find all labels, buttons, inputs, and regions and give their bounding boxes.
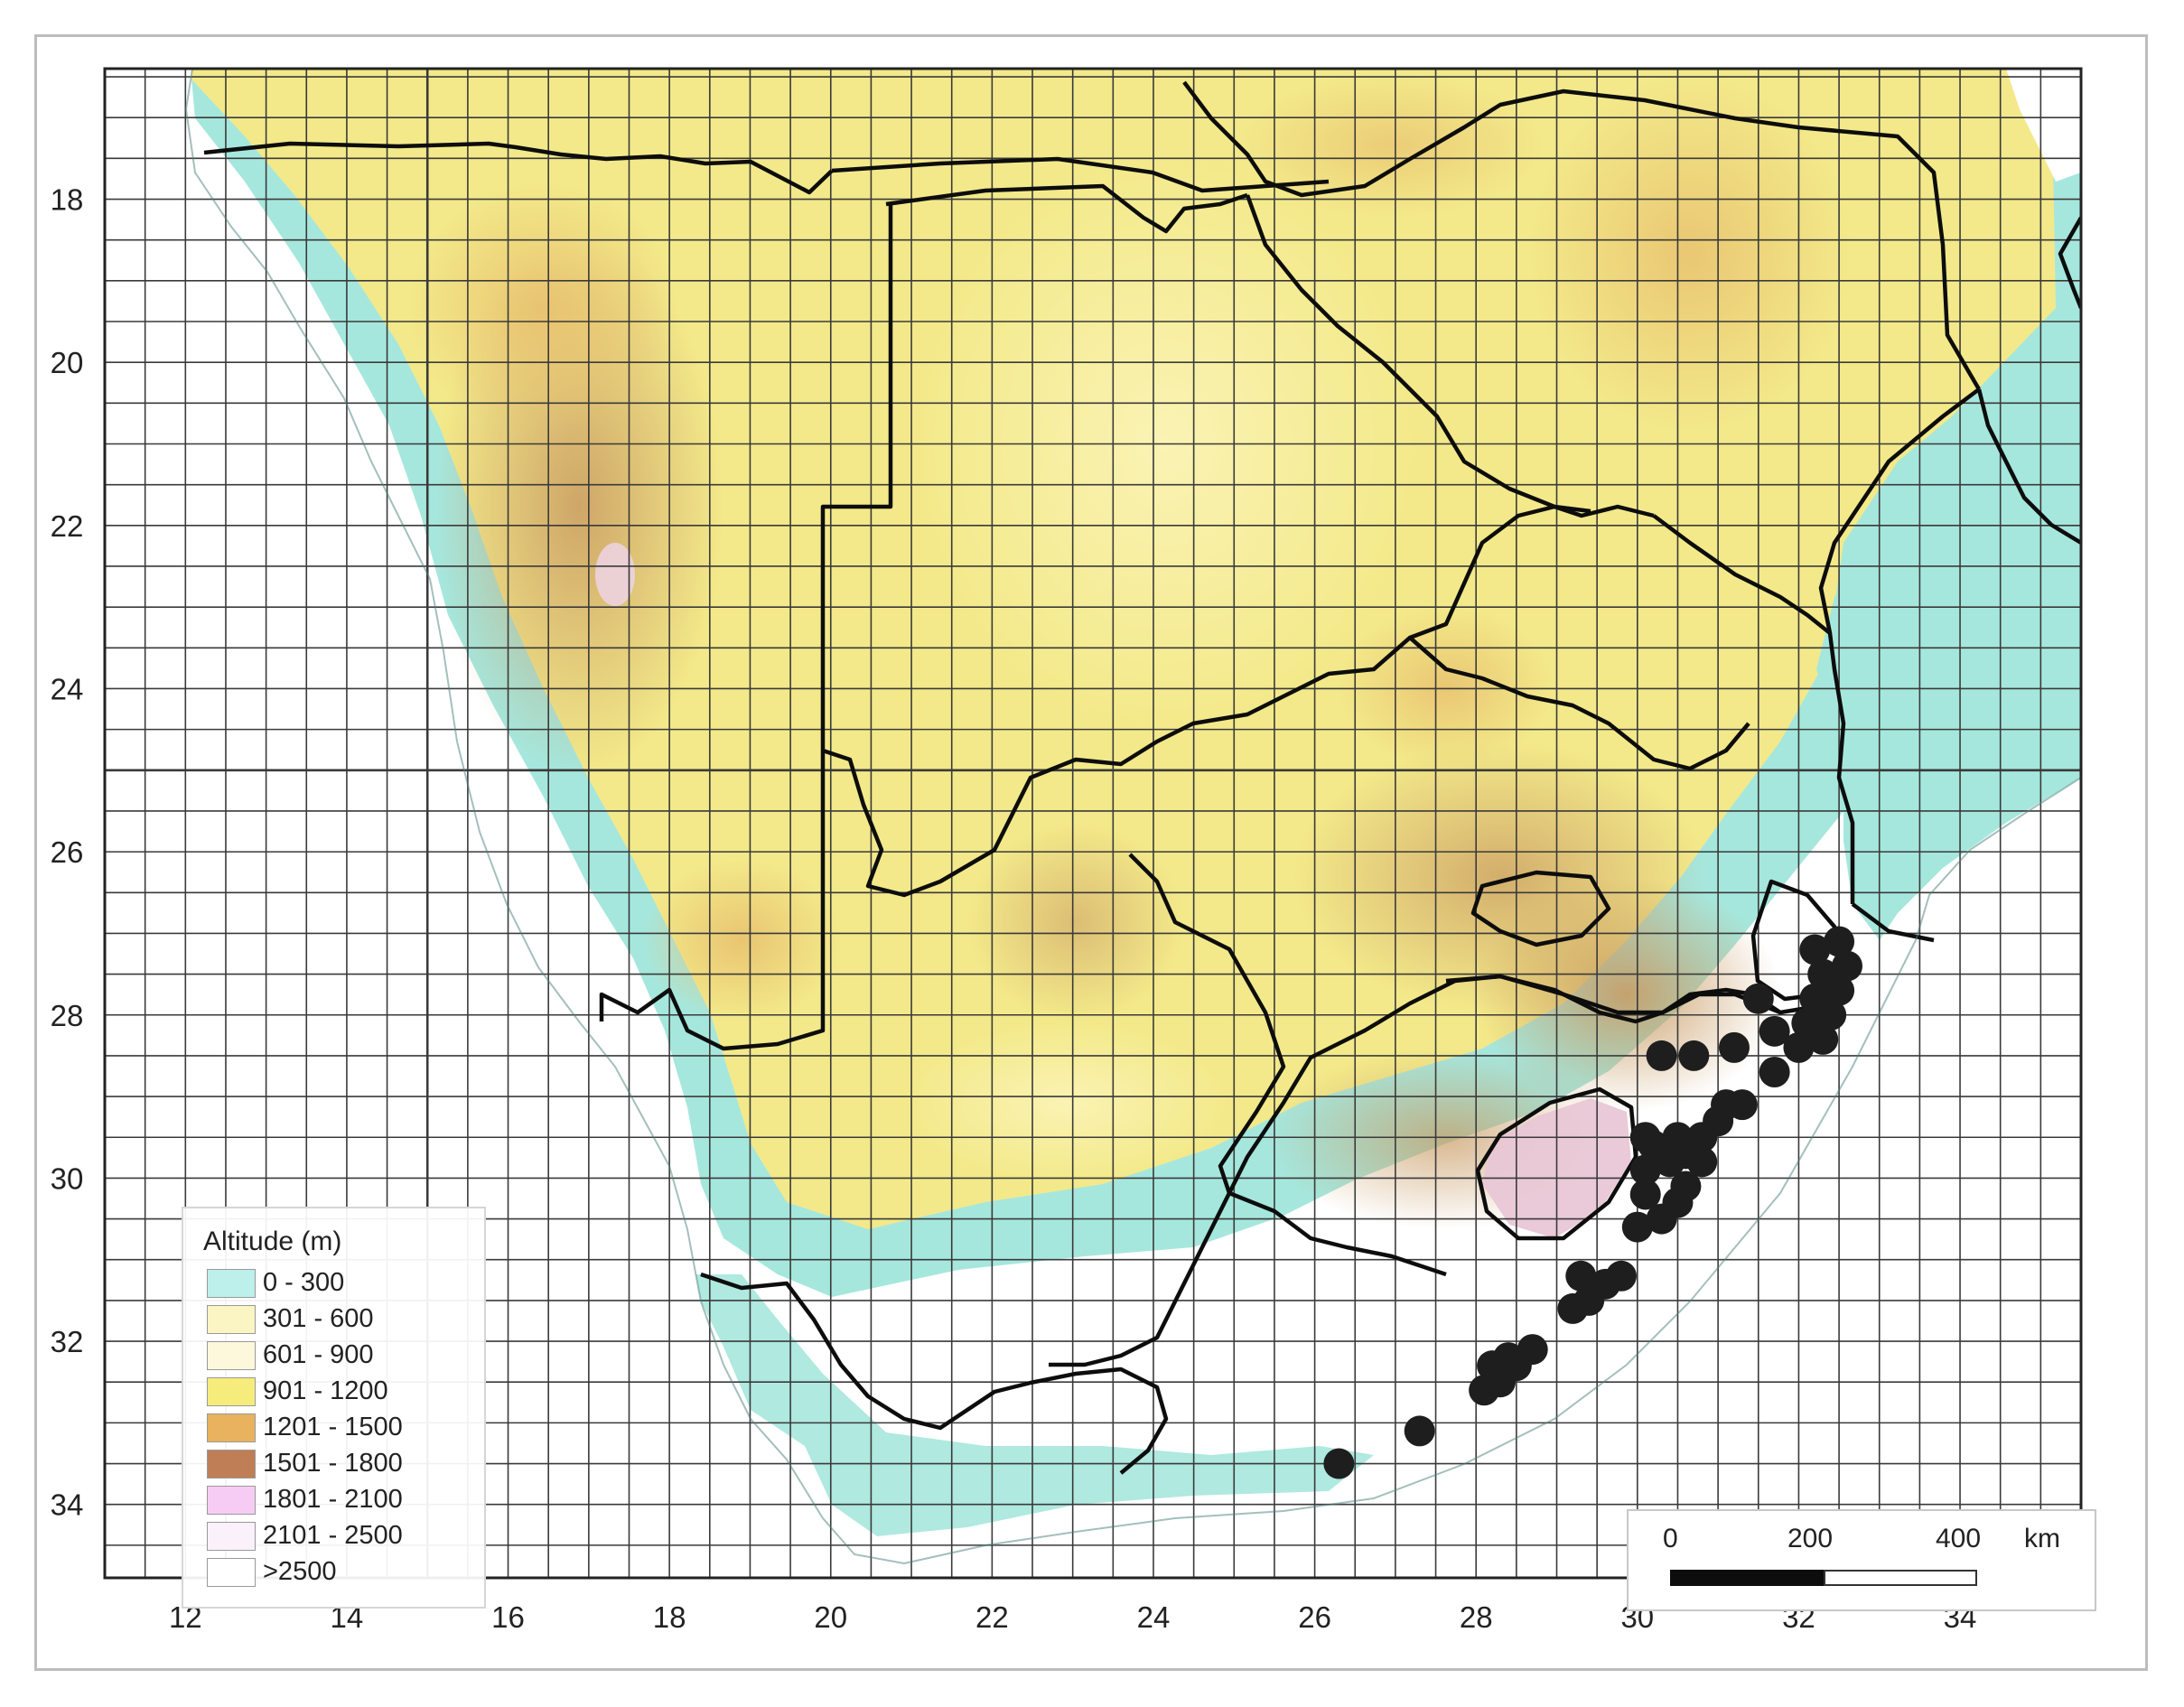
occurrence-point <box>1646 1040 1677 1071</box>
legend-label: 1201 - 1500 <box>263 1413 403 1441</box>
legend-swatch <box>207 1377 256 1406</box>
occurrence-point <box>1742 983 1774 1014</box>
occurrence-point <box>1759 1056 1790 1087</box>
legend-swatch <box>207 1522 256 1551</box>
occurrence-point <box>1629 1122 1661 1153</box>
map-frame: 12 14 16 18 20 22 24 26 28 30 32 34 18 20 22 24 26 28 30 3… <box>34 34 2148 1671</box>
occurrence-point <box>1605 1260 1637 1292</box>
border-namibia-botswana <box>599 183 1248 1051</box>
occurrence-point <box>1824 926 1855 957</box>
scale-label-200: 200 <box>1787 1524 1834 1553</box>
legend-swatch <box>207 1486 256 1515</box>
x-tick-label: 26 <box>1298 1600 1331 1634</box>
x-tick-label: 18 <box>653 1600 686 1634</box>
occurrence-point <box>1517 1334 1548 1366</box>
x-tick-label: 16 <box>491 1600 525 1634</box>
ocean-northeast <box>2006 69 2081 182</box>
scale-bar-white-segment <box>1824 1570 1977 1586</box>
occurrence-point <box>1492 1342 1524 1374</box>
border-zimbabwe-zambia <box>1182 80 1981 391</box>
map-border <box>103 67 2083 1580</box>
border-gauteng <box>1470 870 1611 947</box>
border-provinces-west <box>1128 853 1447 1277</box>
border-mozambique-coast <box>1851 902 1935 943</box>
occurrence-point <box>1629 1179 1661 1210</box>
y-tick-label: 34 <box>51 1488 84 1522</box>
scale-bar-black-segment <box>1670 1570 1824 1586</box>
scale-bar: 0 200 400 km <box>1627 1509 2096 1611</box>
occurrence-point <box>1670 1171 1702 1202</box>
occurrence-point <box>1807 958 1839 990</box>
y-axis-ticks: 18 20 22 24 26 28 30 32 34 <box>51 183 84 1522</box>
y-tick-label: 24 <box>51 672 84 705</box>
legend-label: 1501 - 1800 <box>263 1449 403 1478</box>
occurrence-point <box>1565 1260 1597 1292</box>
occurrence-point <box>1323 1448 1355 1479</box>
border-western-cape <box>700 1272 1169 1475</box>
x-tick-label: 20 <box>814 1600 847 1634</box>
occurrence-point <box>1662 1122 1694 1153</box>
occurrence-point <box>1711 1089 1742 1121</box>
occurrence-point <box>1799 934 1831 965</box>
border-ne-small <box>2058 216 2081 309</box>
x-tick-label: 28 <box>1460 1600 1493 1634</box>
legend-swatch <box>207 1305 256 1334</box>
altitude-legend: Altitude (m) 0 - 300 301 - 600 601 - 900… <box>182 1207 486 1609</box>
altitude-map: 12 14 16 18 20 22 24 26 28 30 32 34 182022242628303… <box>51 67 2083 1634</box>
y-tick-label: 30 <box>51 1161 84 1195</box>
border-zambia-malawi <box>1976 388 2081 545</box>
x-tick-label: 22 <box>975 1600 1009 1634</box>
legend-title: Altitude (m) <box>203 1227 342 1256</box>
y-tick-label: 28 <box>51 999 84 1032</box>
border-botswana-south <box>822 504 1591 898</box>
occurrence-point <box>1832 950 1863 982</box>
border-lesotho <box>1475 1087 1638 1241</box>
occurrence-point <box>1759 1015 1790 1047</box>
x-tick-label: 24 <box>1137 1600 1171 1634</box>
sw-coastal-band <box>687 1274 1374 1536</box>
legend-swatch <box>207 1269 256 1298</box>
mozambique-plain <box>1816 362 2081 940</box>
occurrence-point <box>1404 1415 1435 1447</box>
legend-label: 901 - 1200 <box>263 1376 388 1405</box>
coastline <box>184 69 2081 1565</box>
y-tick-label: 26 <box>51 835 84 869</box>
legend-label: >2500 <box>263 1557 337 1586</box>
y-tick-label: 18 <box>51 183 84 217</box>
y-tick-label: 22 <box>51 509 84 543</box>
legend-swatch <box>207 1558 256 1587</box>
legend-label: 301 - 600 <box>263 1304 374 1333</box>
occurrence-point <box>1621 1211 1653 1243</box>
scale-label-0: 0 <box>1663 1524 1678 1553</box>
occurrence-point <box>1718 1031 1750 1063</box>
scale-unit-km: km <box>2024 1524 2060 1553</box>
occurrence-point <box>1629 1154 1661 1186</box>
border-mpumalanga <box>1445 974 1781 1015</box>
border-botswana-zimbabwe <box>1245 194 1655 518</box>
ocean-south <box>850 778 2081 1578</box>
occurrence-point <box>1791 1007 1823 1039</box>
border-sa-north <box>1408 636 1750 771</box>
border-caprivi <box>831 156 1330 193</box>
y-tick-label: 32 <box>51 1325 84 1358</box>
occurrence-point <box>1799 983 1831 1014</box>
border-angola-namibia <box>203 141 834 195</box>
legend-swatch <box>207 1413 256 1442</box>
occurrence-points <box>1323 926 1863 1479</box>
legend-label: 601 - 900 <box>263 1340 374 1369</box>
legend-label: 0 - 300 <box>263 1268 345 1297</box>
occurrence-point <box>1783 1031 1815 1063</box>
legend-label: 1801 - 2100 <box>263 1485 403 1514</box>
terrain <box>105 69 2081 1578</box>
legend-swatch <box>207 1450 256 1478</box>
scale-label-400: 400 <box>1936 1524 1982 1553</box>
y-tick-label: 20 <box>51 346 84 379</box>
legend-label: 2101 - 2500 <box>263 1521 403 1550</box>
legend-swatch <box>207 1341 256 1370</box>
border-eastern-cape <box>1049 1191 1232 1367</box>
country-borders <box>203 80 2081 1475</box>
border-mozambique-east <box>1818 387 1981 634</box>
occurrence-point <box>1686 1146 1718 1178</box>
occurrence-point <box>1678 1040 1710 1071</box>
